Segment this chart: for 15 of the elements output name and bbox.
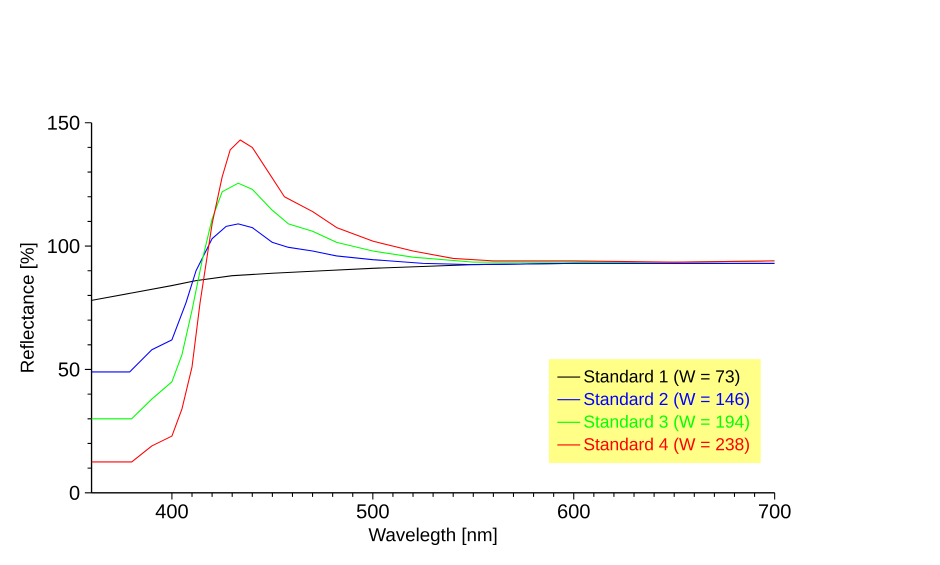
legend-label: Standard 4 (W = 238) <box>584 437 749 454</box>
x-tick-label: 500 <box>356 504 389 518</box>
x-axis-title: Wavelegth [nm] <box>368 527 496 545</box>
legend-label: Standard 1 (W = 73) <box>584 370 740 386</box>
x-tick-label: 700 <box>758 504 791 518</box>
x-tick-label: 600 <box>558 504 590 518</box>
y-axis-title: Reflectance [%] <box>20 243 38 372</box>
legend-label: Standard 3 (W = 194) <box>584 414 749 432</box>
line-series <box>92 139 775 462</box>
y-tick-label: 150 <box>48 115 80 130</box>
legend-label: Standard 2 (W = 146) <box>584 392 749 408</box>
y-tick-label: 50 <box>58 362 80 376</box>
x-tick-label: 400 <box>156 504 188 518</box>
y-tick-label: 0 <box>70 486 80 500</box>
y-tick-label: 100 <box>48 238 80 254</box>
